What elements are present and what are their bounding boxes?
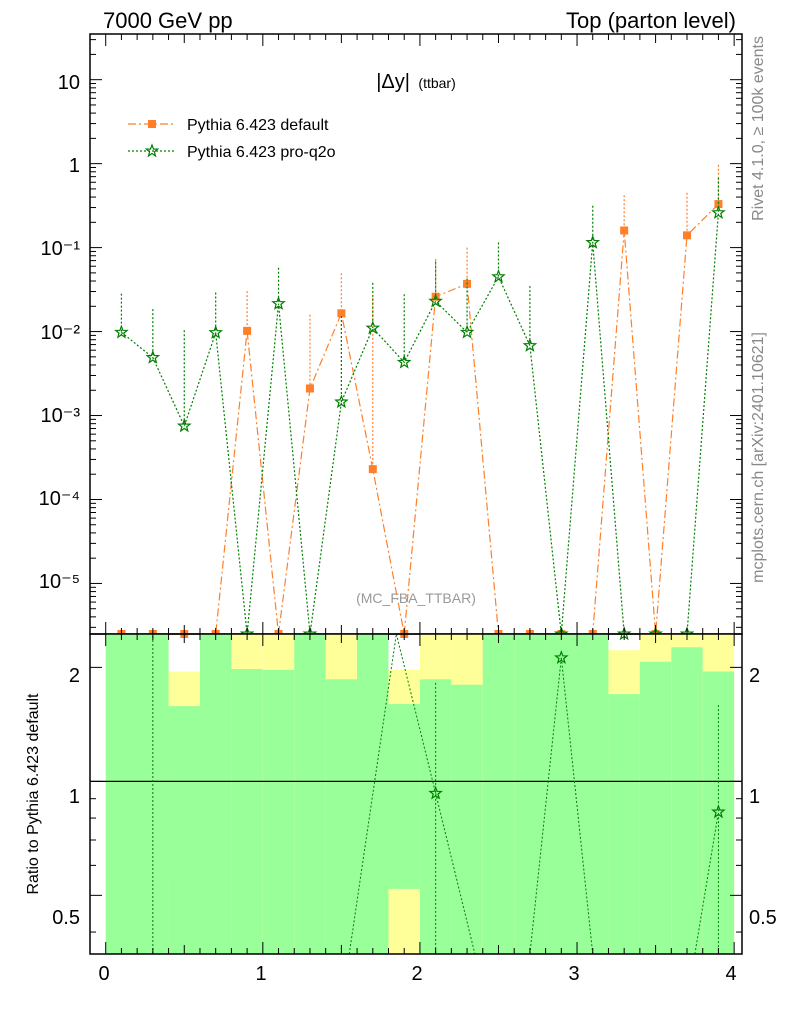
legend-marker-proq2o [144, 143, 160, 158]
uncertainty-band-green [199, 634, 232, 954]
rivet-version-label: Rivet 4.1.0, ≥ 100k events [750, 36, 767, 221]
data-point-proq2o [176, 418, 192, 433]
y-tick-label-1: 1 [69, 155, 80, 177]
legend-marker-default [148, 120, 156, 128]
main-axis-ticks [90, 34, 742, 634]
series-line-default [121, 203, 719, 635]
uncertainty-band-green [671, 647, 703, 954]
process-label: Top (parton level) [566, 8, 736, 33]
y-tick-label-1e-5: 10⁻⁵ [39, 571, 80, 593]
plot-title-main: |Δy| [376, 71, 410, 93]
uncertainty-band-green [168, 706, 200, 954]
ratio-trace-proq2o [435, 793, 476, 955]
uncertainty-band-green [105, 634, 169, 954]
data-point-proq2o [428, 293, 443, 308]
y-tick-label-10: 10 [58, 72, 80, 94]
y-tick-label-1e-4: 10⁻⁴ [39, 488, 80, 510]
data-point-default [337, 309, 346, 318]
main-panel: (MC_FBA_TTBAR) |Δy| (ttbar) Pythia 6.423… [39, 33, 743, 641]
uncertainty-band-green [262, 669, 295, 954]
ratio-y-tick-label-05-right: 0.5 [749, 907, 777, 929]
data-point-proq2o [459, 324, 475, 339]
ratio-y-tick-label-05-left: 0.5 [52, 907, 80, 929]
energy-label: 7000 GeV pp [103, 8, 233, 33]
ratio-point-proq2o [711, 804, 726, 819]
series-line-proq2o [121, 212, 719, 635]
ratio-data-layer [90, 633, 742, 955]
x-tick-label-0: 0 [98, 963, 109, 985]
uncertainty-band-green [545, 634, 578, 954]
y-tick-label-1e-1: 10⁻¹ [41, 238, 81, 260]
uncertainty-band-green [514, 634, 546, 954]
ratio-frame [89, 633, 743, 955]
x-tick-label-3: 3 [568, 963, 579, 985]
data-point-default [620, 226, 629, 235]
data-point-proq2o [522, 337, 538, 352]
plot-title: |Δy| (ttbar) [376, 71, 456, 93]
data-point-proq2o [271, 296, 286, 310]
ratio-y-tick-label-1-left: 1 [69, 786, 80, 808]
legend-label-proq2o: Pythia 6.423 pro-q2o [187, 144, 336, 161]
data-point-proq2o [365, 320, 381, 335]
x-tick-label-1: 1 [255, 963, 266, 985]
plot-title-sub: (ttbar) [418, 75, 455, 91]
data-point-proq2o [334, 394, 349, 409]
y-tick-label-1e-3: 10⁻³ [41, 405, 81, 427]
data-point-default [683, 231, 692, 240]
ratio-point-proq2o [428, 785, 443, 800]
ratio-trace-proq2o [529, 657, 562, 955]
data-point-proq2o [491, 268, 506, 284]
data-point-proq2o [208, 325, 223, 339]
data-point-proq2o [711, 205, 726, 219]
data-point-proq2o [585, 234, 601, 249]
data-point-default [714, 200, 723, 209]
ratio-point-proq2o [553, 650, 569, 664]
data-point-default [305, 384, 314, 393]
mcplots-label: mcplots.cern.ch [arXiv:2401.10621] [750, 332, 767, 583]
ratio-trace-proq2o [395, 633, 437, 794]
legend-entry-proq2o: Pythia 6.423 pro-q2o [128, 143, 336, 161]
ratio-trace-proq2o [348, 633, 397, 955]
uncertainty-band-green [482, 634, 515, 954]
uncertainty-band-green [451, 684, 483, 954]
data-point-proq2o [114, 324, 129, 339]
watermark-label: (MC_FBA_TTBAR) [356, 590, 476, 606]
ratio-panel: Ratio to Pythia 6.423 default 2 1 0.5 2 … [25, 633, 777, 985]
ratio-y-tick-label-1-right: 1 [749, 786, 760, 808]
ratio-trace-proq2o [560, 657, 594, 955]
ratio-y-label: Ratio to Pythia 6.423 default [25, 693, 42, 895]
main-y-tick-labels: 10 1 10⁻¹ 10⁻² 10⁻³ 10⁻⁴ 10⁻⁵ [39, 72, 81, 593]
uncertainty-band-green [577, 634, 609, 954]
legend-entry-default: Pythia 6.423 default [128, 117, 329, 134]
y-tick-label-1e-2: 10⁻² [41, 322, 81, 344]
uncertainty-band-green [608, 694, 640, 954]
ratio-y-tick-label-2-left: 2 [69, 665, 80, 687]
x-tick-label-2: 2 [411, 963, 422, 985]
main-data-layer [114, 164, 726, 641]
ratio-y-tick-label-2-right: 2 [749, 665, 760, 687]
uncertainty-band-green [294, 634, 326, 954]
data-point-proq2o [145, 349, 161, 364]
uncertainty-band-green [325, 679, 358, 954]
x-tick-label-4: 4 [725, 963, 736, 985]
uncertainty-band-green [231, 669, 263, 954]
ratio-axis-ticks [90, 634, 742, 954]
data-point-proq2o [396, 354, 412, 369]
data-point-default [368, 465, 377, 474]
uncertainty-band-green [388, 704, 420, 889]
legend: Pythia 6.423 default Pythia 6.423 pro-q2… [128, 117, 336, 161]
legend-label-default: Pythia 6.423 default [187, 117, 329, 134]
data-point-default [243, 326, 252, 335]
uncertainty-band-green [639, 661, 672, 954]
